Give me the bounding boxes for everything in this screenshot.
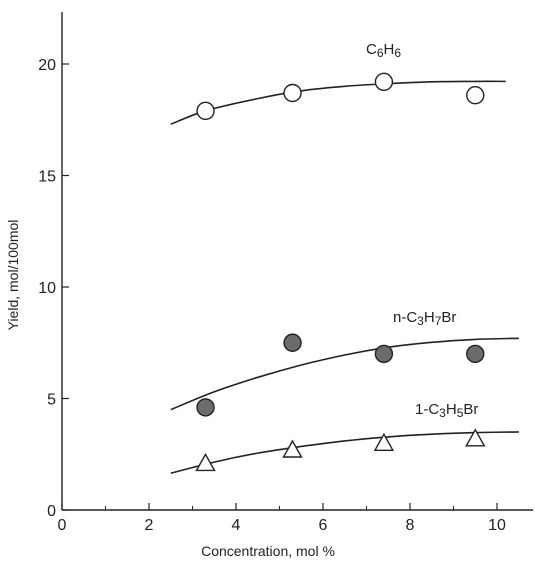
x-tick-label: 0 — [58, 517, 67, 534]
series-curve-1-c3h5br — [170, 431, 519, 474]
data-point-n-c3h7br — [283, 333, 302, 352]
data-point-1-c3h5br — [195, 452, 216, 472]
x-tick-label: 2 — [145, 517, 154, 534]
x-axis-label: Concentration, mol % — [201, 543, 335, 559]
x-tick-label: 4 — [232, 517, 241, 534]
series-curve-n-c3h7br — [170, 337, 519, 411]
series-curve-c6h6 — [170, 80, 506, 125]
data-point-c6h6 — [196, 101, 215, 121]
series-label-n-c3h7br: n-C3H7Br — [393, 309, 456, 328]
data-point-1-c3h5br — [373, 432, 395, 451]
data-point-1-c3h5br — [282, 439, 303, 458]
data-point-n-c3h7br — [374, 344, 394, 364]
data-point-n-c3h7br — [466, 344, 485, 364]
y-tick-label: 10 — [38, 280, 56, 297]
x-tick-label: 6 — [319, 517, 328, 534]
x-tick-label: 8 — [406, 517, 415, 534]
y-axis-label: Yield, mol/100mol — [5, 220, 21, 331]
data-point-c6h6 — [374, 72, 394, 92]
y-tick-label: 20 — [38, 57, 56, 74]
series-label-1-c3h5br: 1-C3H5Br — [415, 401, 478, 420]
data-point-c6h6 — [283, 83, 302, 103]
x-tick-label: 10 — [488, 517, 506, 534]
data-point-c6h6 — [466, 86, 485, 105]
y-tick-label: 5 — [47, 392, 56, 409]
data-point-n-c3h7br — [196, 398, 215, 417]
y-tick-label: 15 — [38, 169, 56, 186]
y-tick-label: 0 — [47, 503, 56, 520]
series-label-c6h6: C6H6 — [366, 41, 401, 60]
data-point-1-c3h5br — [465, 428, 486, 447]
